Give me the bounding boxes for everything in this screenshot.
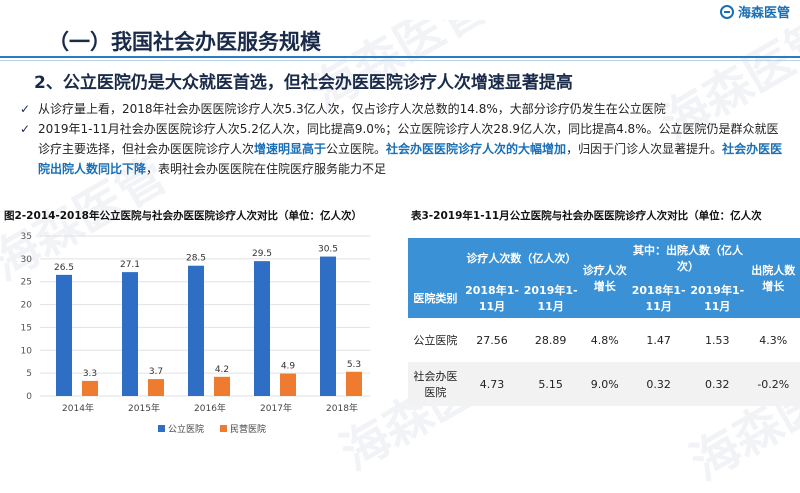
table-cell: 4.73 [479,377,505,391]
header-sub-cell: 2019年1-11月 [521,278,581,318]
header-group-cell: 诊疗人次数（亿人次） [462,238,581,278]
data-label: 3.7 [149,367,163,377]
bar-private [148,379,164,396]
table-cell: 1.53 [705,333,730,347]
table-cell: 27.56 [476,333,508,347]
table-cell: 社会办医医院 [413,370,458,399]
bar-private [280,373,296,396]
table-cell: 9.0% [590,377,619,391]
bar-public [188,265,204,396]
bar-private [214,376,230,396]
table-row: 社会办医医院 4.73 5.15 9.0% 0.32 0.32 -0.2% [408,362,800,406]
title-divider-thin [0,60,800,61]
bullet-text: 从诊疗量上看，2018年社会办医医院诊疗人次5.3亿人次，仅占诊疗人次总数的14… [38,102,666,116]
header-group-cell: 出院人数增长 [746,238,800,318]
data-label: 29.5 [252,249,272,259]
header-blank-cell [408,238,463,278]
data-label: 3.3 [83,369,97,379]
table-cell: 28.89 [534,333,567,347]
table-row: 公立医院 27.56 28.89 4.8% 1.47 1.53 4.3% [408,318,800,362]
chart-caption: 图2-2014-2018年公立医院与社会办医医院诊疗人次对比（单位：亿人次） [4,210,362,222]
x-tick-label: 2014年 [62,402,94,414]
y-tick-label: 25 [21,278,32,288]
bar-public [254,261,270,396]
top-bar [0,0,800,20]
bar-private [346,371,362,396]
table-cell: 5.15 [538,377,563,391]
data-label: 28.5 [186,254,206,264]
bar-public [320,256,336,396]
bullet-text: 公立医院。 [326,142,387,156]
legend-label: 民营医院 [230,423,266,435]
bar-public [56,274,72,396]
legend-swatch [220,425,227,432]
header-sub-cell: 2018年1-11月 [462,278,522,318]
logo-icon [719,4,734,19]
table-cell: 4.8% [590,333,619,347]
header-group-cell: 诊疗人次增长 [580,238,630,318]
x-tick-label: 2017年 [260,402,292,414]
section-subtitle: 2、公立医院仍是大众就医首选，但社会办医医院诊疗人次增速显著提高 [34,73,573,93]
y-tick-label: 10 [21,346,33,356]
bar-chart: 0 5 10 15 20 25 30 35 26.5 3.3 2014年 27.1 3.7 2015年 28… [21,232,370,435]
bullet-list: ✓ 从诊疗量上看，2018年社会办医医院诊疗人次5.3亿人次，仅占诊疗人次总数的1… [20,99,785,179]
bullet-text: ，归因于门诊人次显著提升。 [566,142,723,156]
table-cell: 公立医院 [413,334,458,347]
legend-label: 公立医院 [168,423,204,435]
header-sub-cell: 2019年1-11月 [687,278,747,318]
title-divider [0,56,800,58]
y-tick-label: 35 [21,232,32,242]
x-tick-label: 2015年 [128,402,160,414]
table-cell: 1.47 [646,333,671,347]
header-sub-cell: 医院类别 [408,278,463,318]
y-tick-label: 30 [21,255,33,265]
data-label: 4.2 [215,365,229,375]
bullet-text: 2019年1-11月社会办医医院诊疗人次5.2亿人次，同比提高9.0%；公立医院… [38,122,779,156]
x-tick-label: 2018年 [326,402,358,414]
x-tick-label: 2016年 [194,402,226,414]
table-cell: -0.2% [757,377,790,391]
brand-logo: 海森医管 [719,2,790,21]
brand-name: 海森医管 [737,6,790,21]
y-tick-label: 20 [21,301,33,311]
y-tick-label: 15 [21,323,32,333]
checkmark-icon: ✓ [20,122,31,136]
data-label: 26.5 [54,263,74,273]
highlight-text: 增速明显高于 [254,142,327,156]
highlight-text: 社会办医医院出院人数同比下降 [38,142,783,176]
table-subheader-row: 医院类别 2018年1-11月 2019年1-11月 2018年1-11月 2019年1… [408,278,800,318]
data-label: 30.5 [318,245,338,255]
table-cell: 0.32 [705,377,730,391]
checkmark-icon: ✓ [20,102,31,116]
legend-swatch [158,425,165,432]
data-label: 27.1 [120,260,140,270]
bar-private [82,380,98,396]
bar-public [122,272,138,396]
table-cell: 0.32 [646,377,671,391]
bullet-text: ，表明社会办医医院在住院医疗服务能力不足 [146,162,387,176]
data-label: 5.3 [347,360,361,370]
y-tick-label: 5 [26,369,32,379]
table-header-row: 诊疗人次数（亿人次） 诊疗人次增长 其中：出院人数（亿人次） 出院人数增长 [408,238,800,318]
table-caption: 表3-2019年1-11月公立医院与社会办医医院诊疗人次对比（单位：亿人次 [411,210,762,222]
highlight-text: 社会办医医院诊疗人次的大幅增加 [386,142,567,156]
y-tick-label: 0 [26,392,32,402]
bullet-item: ✓ 2019年1-11月社会办医医院诊疗人次5.2亿人次，同比提高9.0%；公立医… [20,119,785,179]
comparison-table: 诊疗人次数（亿人次） 诊疗人次增长 其中：出院人数（亿人次） 出院人数增长 医院类别 20… [408,238,800,406]
bullet-item: ✓ 从诊疗量上看，2018年社会办医医院诊疗人次5.3亿人次，仅占诊疗人次总数的1… [20,99,785,119]
header-sub-cell: 2018年1-11月 [629,278,688,318]
page-title: （一）我国社会办医服务规模 [48,30,321,54]
data-label: 4.9 [281,362,296,372]
table-cell: 4.3% [759,333,788,347]
header-group-cell: 其中：出院人数（亿人次） [629,238,747,278]
